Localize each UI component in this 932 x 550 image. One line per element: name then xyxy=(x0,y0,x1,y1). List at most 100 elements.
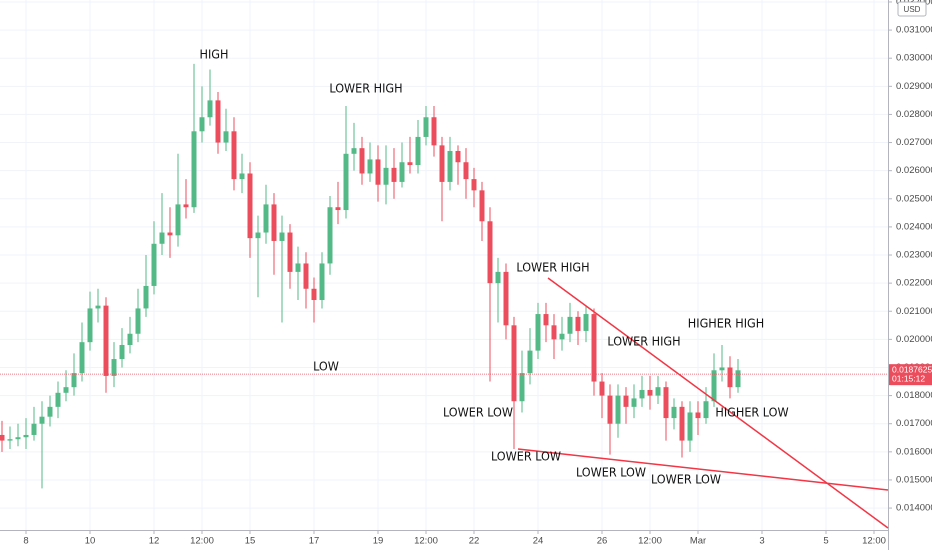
candle-body xyxy=(503,271,509,326)
candle-body xyxy=(591,314,597,382)
x-tick-label: 12:00 xyxy=(862,536,886,547)
candle-body xyxy=(175,204,181,236)
candle-body xyxy=(231,131,237,180)
x-tick-label: 12:00 xyxy=(190,536,214,547)
candle-body xyxy=(151,243,157,286)
y-tick-label: 0.03000000 xyxy=(896,53,932,64)
annotation: LOWER LOW xyxy=(491,449,561,464)
y-tick-label: 0.02400000 xyxy=(896,221,932,232)
candle-body xyxy=(351,148,357,154)
x-tick-label: 3 xyxy=(759,536,764,547)
candle-body xyxy=(295,263,301,272)
candle-body xyxy=(207,100,213,118)
candle-body xyxy=(575,316,581,331)
annotation: LOWER LOW xyxy=(576,465,646,480)
price-label: 0.01876257 xyxy=(892,364,932,374)
candle-body xyxy=(183,204,189,208)
x-tick-label: 24 xyxy=(533,536,544,547)
x-tick-label: 19 xyxy=(373,536,384,547)
candle-body xyxy=(623,395,629,407)
candle-body xyxy=(127,333,133,345)
candle-body xyxy=(423,117,429,137)
candle-body xyxy=(399,162,405,182)
candle-body xyxy=(79,342,85,374)
candle-body xyxy=(71,373,77,388)
candle-body xyxy=(135,308,141,334)
candle-body xyxy=(471,179,477,191)
x-tick-label: 15 xyxy=(245,536,256,547)
candle-body xyxy=(583,314,589,331)
annotation: LOWER HIGH xyxy=(516,260,589,275)
candle-body xyxy=(671,406,677,419)
annotation: LOWER LOW xyxy=(443,405,513,420)
candle-body xyxy=(487,221,493,284)
candle-body xyxy=(727,367,733,388)
candle-body xyxy=(551,325,557,340)
candle-body xyxy=(311,288,317,301)
candle-body xyxy=(223,131,229,143)
y-tick-label: 0.02200000 xyxy=(896,278,932,289)
candle-body xyxy=(343,153,349,211)
candle-body xyxy=(199,117,205,132)
candle-body xyxy=(359,148,365,174)
x-tick-label: 22 xyxy=(469,536,480,547)
candle-body xyxy=(703,401,709,419)
y-tick-label: 0.02100000 xyxy=(896,306,932,317)
candle-body xyxy=(447,150,453,182)
candle-body xyxy=(255,232,261,239)
candle-body xyxy=(495,271,501,284)
candle-body xyxy=(55,392,61,407)
candle-body xyxy=(87,308,93,343)
candle-body xyxy=(391,167,397,182)
candle-body xyxy=(111,359,117,376)
candle-body xyxy=(735,370,741,388)
candle-body xyxy=(39,416,45,424)
candle-body xyxy=(119,344,125,360)
candle-body xyxy=(663,387,669,419)
candle-body xyxy=(535,314,541,351)
candle-body xyxy=(95,305,101,309)
y-tick-label: 0.03100000 xyxy=(896,25,932,36)
candle-body xyxy=(631,398,637,407)
candle-body xyxy=(655,387,661,396)
annotations: HIGH LOWER HIGH LOW LOWER HIGH LOWER LOW LOWE… xyxy=(200,47,789,487)
candle-body xyxy=(719,367,725,371)
candle-body xyxy=(271,204,277,241)
candle-body xyxy=(711,370,717,402)
candle-body xyxy=(335,207,341,211)
candle-body xyxy=(279,232,285,241)
candle-body xyxy=(167,232,173,236)
candle-body xyxy=(103,305,109,376)
x-tick-label: 5 xyxy=(823,536,828,547)
candle-body xyxy=(23,434,29,438)
candle-body xyxy=(415,136,421,166)
trend-line xyxy=(517,448,889,491)
candle-body xyxy=(319,263,325,301)
candle-body xyxy=(263,204,269,233)
candle-body xyxy=(679,406,685,441)
candle-body xyxy=(647,389,653,396)
y-tick-label: 0.01700000 xyxy=(896,418,932,429)
x-tick-label: 10 xyxy=(85,536,96,547)
y-tick-label: 0.01400000 xyxy=(896,503,932,514)
candle-body xyxy=(215,100,221,143)
candle-body xyxy=(143,285,149,309)
annotation: LOW xyxy=(313,359,339,374)
candle-body xyxy=(519,373,525,402)
y-tick-label: 0.01800000 xyxy=(896,390,932,401)
annotation: HIGHER LOW xyxy=(715,405,788,420)
candle-body xyxy=(431,117,437,146)
y-tick-label: 0.02800000 xyxy=(896,109,932,120)
candle-body xyxy=(247,173,253,239)
annotation: LOWER LOW xyxy=(651,472,721,487)
candle-body xyxy=(543,314,549,326)
price-label-box xyxy=(889,364,932,386)
candle-body xyxy=(383,167,389,185)
currency-box xyxy=(897,1,927,17)
x-tick-label: 12:00 xyxy=(638,536,662,547)
candle-body xyxy=(559,333,565,340)
axes: 0.01400000 0.01500000 0.01600000 0.01700000… xyxy=(23,0,932,547)
candle-body xyxy=(511,325,517,402)
currency: USD xyxy=(904,5,921,14)
